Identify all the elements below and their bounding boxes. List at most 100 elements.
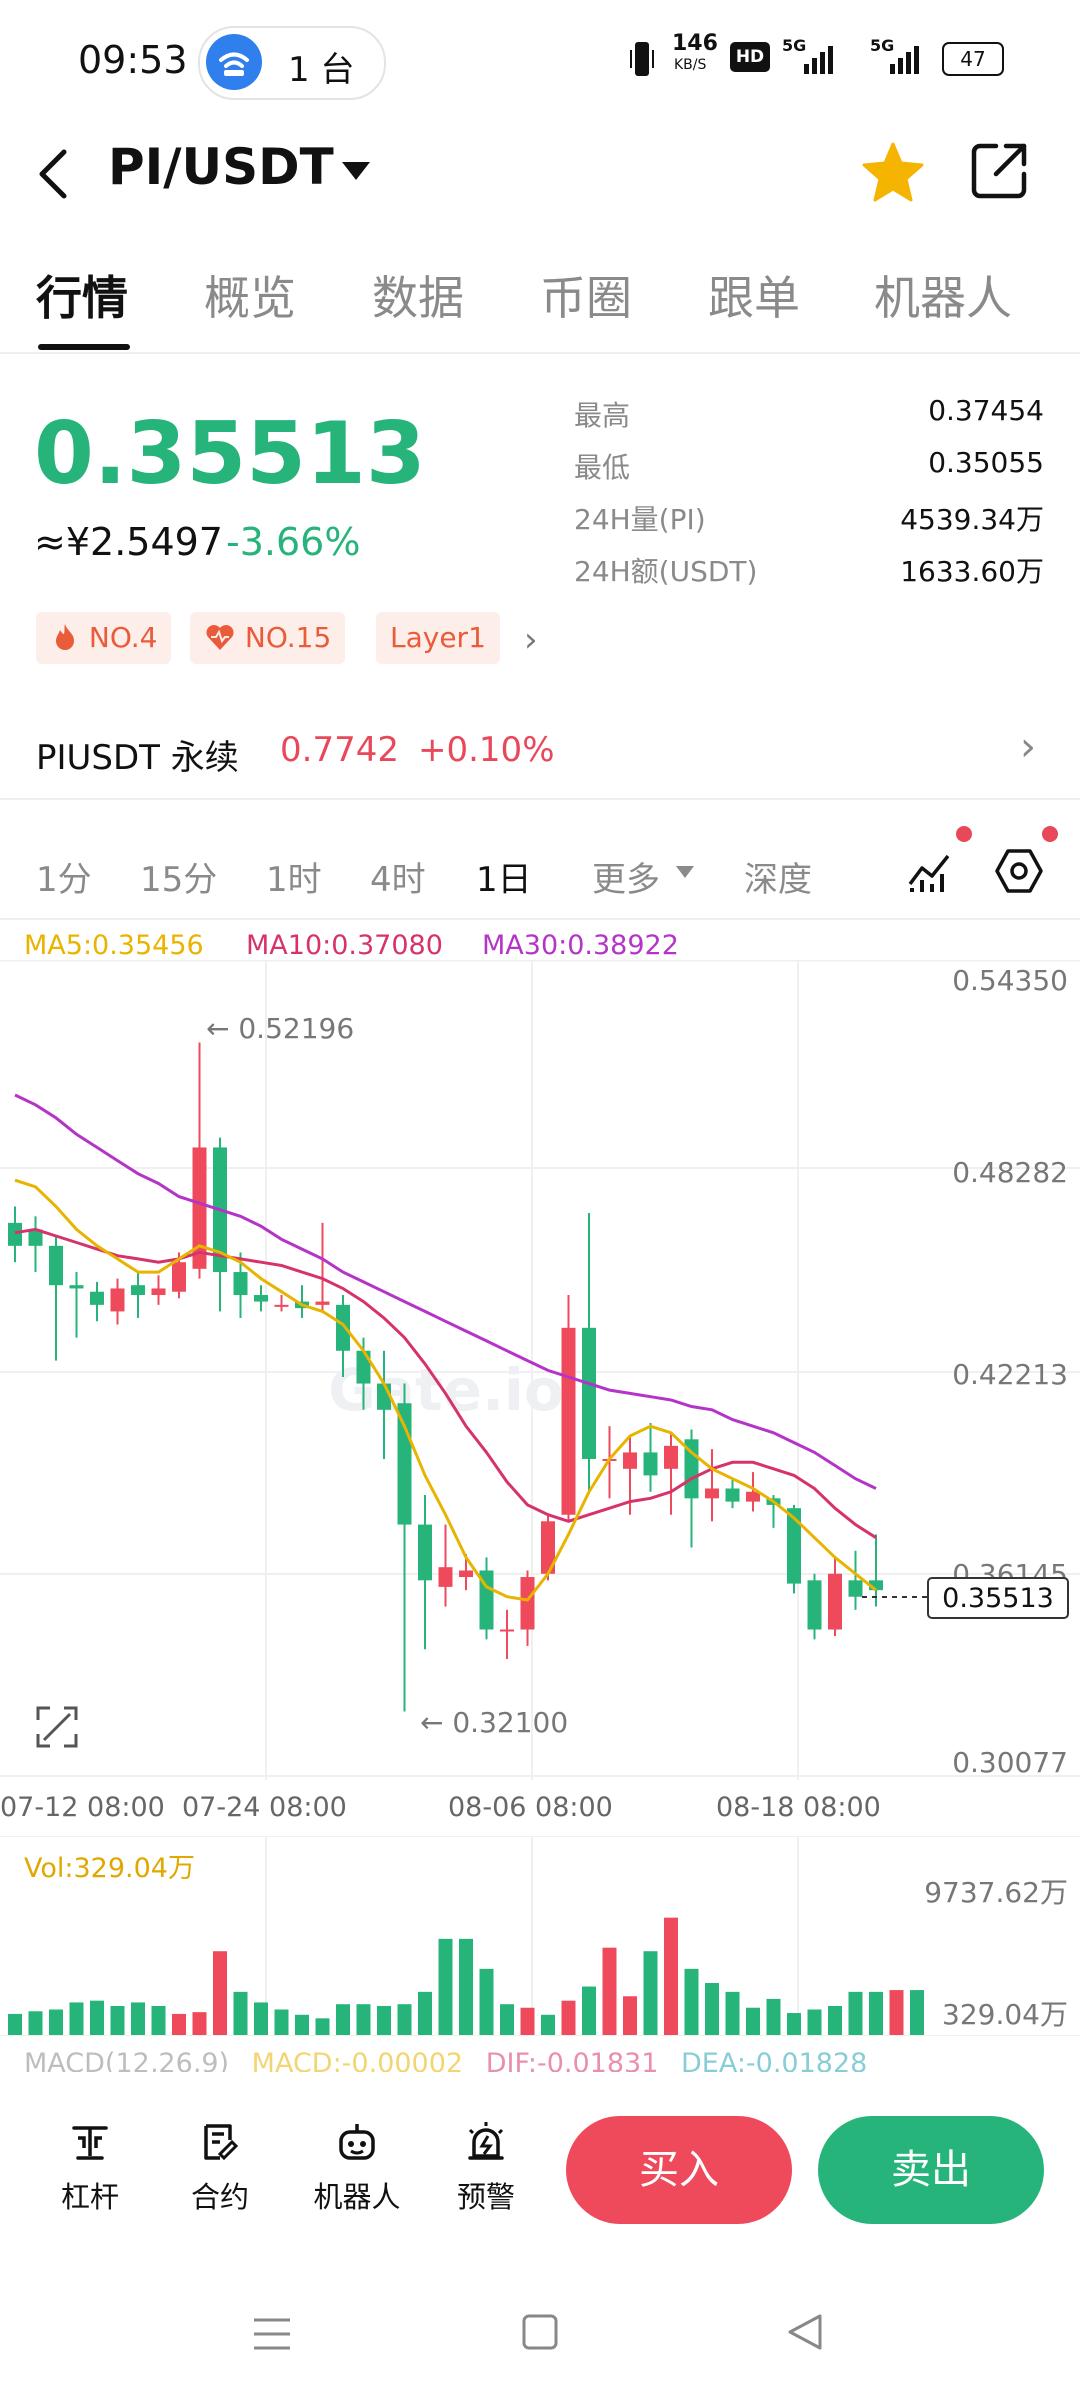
ma10-line [14, 1227, 877, 1539]
tag-fav-rank[interactable]: NO.15 [190, 612, 346, 664]
divider [0, 798, 1080, 800]
nav-home-icon[interactable] [522, 2314, 558, 2350]
volume-bar [233, 1991, 248, 2036]
tag-layer1[interactable]: Layer1 [376, 612, 500, 664]
volume-bar [131, 2002, 145, 2036]
buy-button[interactable]: 买入 [566, 2116, 792, 2224]
pair-dropdown-icon[interactable] [342, 162, 370, 180]
battery-level: 47 [960, 47, 986, 71]
hotspot-pill[interactable]: 1 台 [198, 26, 386, 100]
volume-bar [377, 2005, 391, 2036]
indicator-notification-dot [956, 826, 972, 842]
tab-copy-trade[interactable]: 跟单 [708, 271, 800, 325]
candle-body [418, 1524, 432, 1581]
volume-bar [561, 2000, 576, 2036]
volume-min-label: 329.04万 [942, 1998, 1068, 2031]
timeframe-more[interactable]: 更多 [592, 860, 660, 900]
volume-bar [500, 2004, 514, 2036]
volume-bar [438, 1938, 453, 2036]
share-icon[interactable] [970, 140, 1030, 200]
volume-chart: 9737.62万 329.04万 [0, 1836, 1080, 2036]
more-dropdown-icon[interactable] [676, 866, 694, 878]
heart-icon [206, 625, 234, 650]
pair-title[interactable]: PI/USDT [108, 138, 334, 196]
candle-body [643, 1452, 658, 1476]
volume-bar [274, 2009, 289, 2036]
candle-body [131, 1285, 145, 1296]
settings-icon[interactable] [994, 846, 1044, 896]
tab-feed[interactable]: 币圈 [540, 271, 632, 325]
timeframe-1m[interactable]: 1分 [36, 860, 92, 900]
timeframe-1d[interactable]: 1日 [476, 860, 532, 900]
high-label: 最高 [574, 399, 631, 432]
nav-menu-icon[interactable] [252, 2316, 292, 2352]
battery-icon: 47 [942, 42, 1004, 76]
candle-body [705, 1488, 719, 1499]
candle-body [315, 1301, 330, 1305]
volume-bar [254, 2002, 268, 2036]
depth-tab[interactable]: 深度 [744, 860, 812, 900]
volume-bar [172, 2013, 186, 2036]
ma30-line [14, 1093, 877, 1490]
timeframe-1h[interactable]: 1时 [266, 860, 322, 900]
candle-body [623, 1452, 637, 1469]
volume-bar [869, 1991, 883, 2036]
candle-body [274, 1304, 289, 1307]
fullscreen-icon[interactable] [36, 1706, 78, 1748]
tab-data[interactable]: 数据 [372, 271, 464, 325]
perpetual-label[interactable]: PIUSDT 永续 [36, 738, 239, 778]
candle-body [8, 1222, 22, 1246]
volume-bar [213, 1951, 227, 2036]
nav-back-icon[interactable] [786, 2312, 826, 2352]
net-type-1: 5G [782, 36, 807, 55]
favorite-star-icon[interactable] [860, 140, 926, 206]
ma30-legend: MA30:0.38922 [482, 930, 679, 961]
volume-bar [643, 1951, 658, 2036]
tab-robot[interactable]: 机器人 [874, 271, 1012, 325]
vibrate-icon [630, 42, 654, 76]
cny-price: ≈¥2.5497 [34, 520, 223, 564]
volume-bar [151, 2005, 166, 2036]
leverage-button[interactable]: 杠杆 [40, 2120, 140, 2216]
robot-button[interactable]: 机器人 [302, 2120, 412, 2216]
kline-chart[interactable]: Gate.io 0.54350 0.48282 0.42213 0.36145 … [0, 960, 1080, 1780]
ma10-legend: MA10:0.37080 [246, 930, 443, 961]
x-date-label: 08-18 08:00 [716, 1792, 881, 1823]
candle-body [848, 1580, 863, 1597]
alert-button[interactable]: 预警 [436, 2120, 536, 2216]
ma5-line [14, 1178, 877, 1602]
volume-bar [582, 1986, 596, 2036]
volume-bar [664, 1917, 678, 2036]
signal-icon-1 [804, 46, 833, 74]
perpetual-chevron-icon[interactable]: › [1020, 724, 1036, 770]
volume-24h-label: 24H量(PI) [574, 503, 706, 536]
timeframe-15m[interactable]: 15分 [140, 860, 218, 900]
volume-bar [397, 2004, 412, 2036]
candle-body [233, 1272, 248, 1296]
volume-bar [807, 2009, 822, 2036]
volume-bar [889, 1990, 904, 2036]
indicator-icon[interactable] [906, 848, 952, 894]
leverage-label: 杠杆 [60, 2180, 119, 2214]
tag-hot-rank[interactable]: NO.4 [36, 612, 172, 664]
last-price: 0.35513 [34, 404, 426, 504]
max-price-label: ← 0.52196 [206, 1012, 354, 1045]
timeframe-4h[interactable]: 4时 [370, 860, 426, 900]
candle-body [69, 1285, 84, 1289]
candle-body [500, 1629, 514, 1632]
y-tick-label: 0.42213 [952, 1358, 1068, 1391]
net-speed-value: 146 [672, 31, 718, 56]
current-price-label: 0.35513 [942, 1583, 1054, 1614]
back-icon[interactable] [34, 148, 78, 200]
tags-more-chevron-icon[interactable]: › [524, 620, 538, 660]
sell-button[interactable]: 卖出 [818, 2116, 1044, 2224]
tab-market[interactable]: 行情 [36, 271, 128, 325]
tab-overview[interactable]: 概览 [204, 271, 296, 325]
volume-24h-value: 4539.34万 [900, 503, 1044, 536]
main-tabs: 行情 概览 数据 币圈 跟单 机器人 [0, 262, 1080, 354]
candles-layer [8, 1042, 883, 1712]
contract-button[interactable]: 合约 [170, 2120, 270, 2216]
volume-bar [90, 2000, 104, 2036]
contract-icon [204, 2124, 239, 2161]
ma5-legend: MA5:0.35456 [24, 930, 204, 961]
